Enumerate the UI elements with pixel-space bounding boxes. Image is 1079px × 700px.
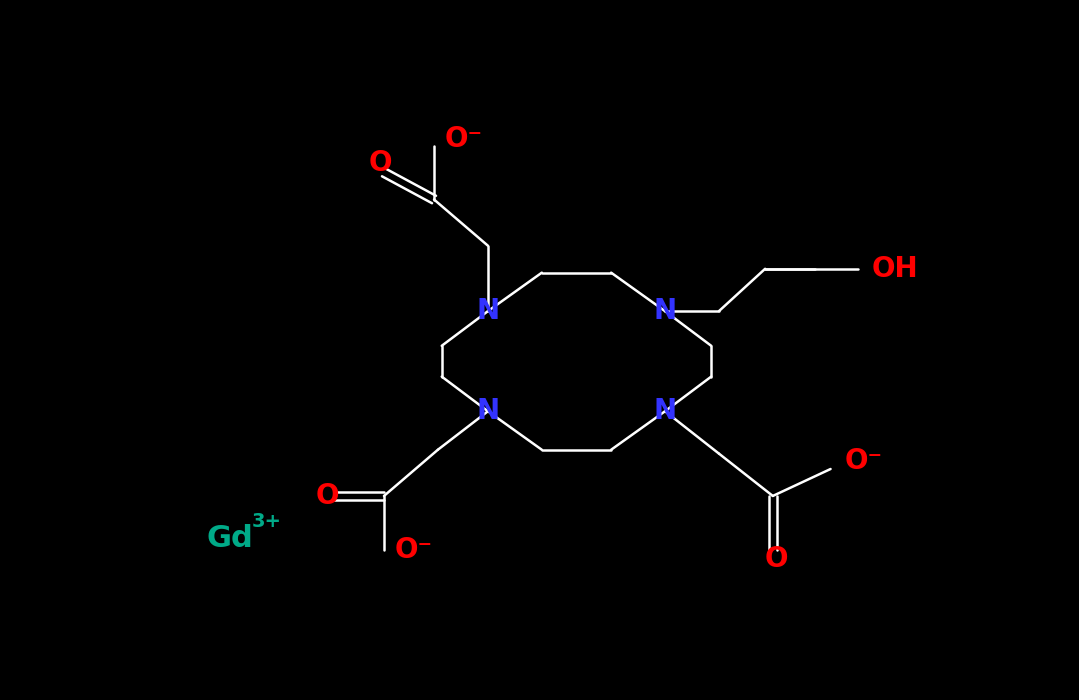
Text: N: N [476,298,500,325]
Text: O⁻: O⁻ [845,447,883,475]
Text: O: O [316,482,340,510]
Text: OH: OH [872,255,918,283]
Text: N: N [654,298,677,325]
Text: 3+: 3+ [251,512,282,531]
Text: N: N [476,398,500,425]
Text: O: O [765,545,789,573]
Text: N: N [654,398,677,425]
Text: O⁻: O⁻ [445,125,482,153]
Text: O: O [368,149,392,177]
Text: O⁻: O⁻ [394,536,433,564]
Text: Gd: Gd [207,524,254,553]
